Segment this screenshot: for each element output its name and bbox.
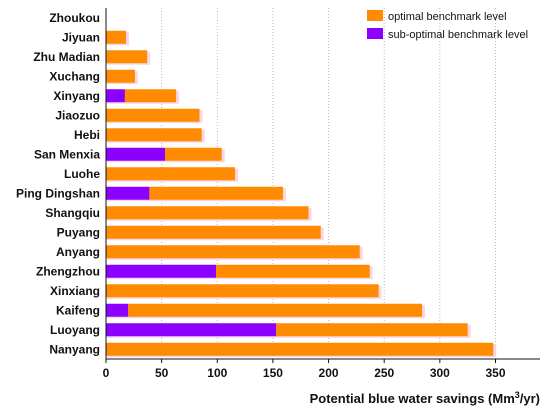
category-label: Shangqiu [45, 206, 100, 220]
category-label: Kaifeng [56, 303, 100, 317]
category-label: Xuchang [49, 69, 100, 83]
bar-optimal [216, 264, 370, 278]
bar-optimal [106, 206, 309, 220]
x-axis: 0 50 100 150 200 250 300 350 [103, 8, 540, 380]
category-label: Zhoukou [49, 11, 100, 25]
bar-suboptimal [106, 186, 150, 200]
bar-optimal [106, 167, 236, 181]
bar-suboptimal [106, 264, 217, 278]
bar-optimal [106, 128, 202, 142]
bar-optimal [149, 186, 283, 200]
x-tick-label: 100 [207, 366, 227, 380]
bar-optimal [106, 69, 135, 83]
legend-swatch [367, 28, 383, 39]
bar-optimal [276, 323, 468, 337]
bar-optimal [106, 225, 321, 239]
x-tick-label: 350 [485, 366, 505, 380]
category-label: Anyang [56, 245, 100, 259]
bar-suboptimal [106, 323, 277, 337]
category-label: Luoyang [50, 323, 100, 337]
bar-suboptimal [106, 303, 129, 317]
category-label: Nanyang [49, 342, 100, 356]
bar-optimal [164, 147, 222, 161]
category-label: Xinxiang [50, 284, 100, 298]
category-label: Jiyuan [62, 30, 100, 44]
x-tick-label: 50 [155, 366, 169, 380]
category-label: Hebi [74, 128, 100, 142]
category-label: Zhengzhou [36, 264, 100, 278]
x-tick-label: 300 [430, 366, 450, 380]
x-tick-label: 0 [103, 366, 110, 380]
category-label: Jiaozuo [55, 108, 100, 122]
category-label: Luohe [64, 167, 100, 181]
category-label: Zhu Madian [33, 50, 100, 64]
x-tick-label: 150 [263, 366, 283, 380]
bar-optimal [128, 303, 423, 317]
bar-optimal [106, 108, 200, 122]
bar-optimal [106, 342, 494, 356]
category-label: Xinyang [53, 89, 100, 103]
category-labels: Zhoukou Jiyuan Zhu Madian Xuchang Xinyang Jia… [16, 11, 100, 357]
bar-optimal [106, 30, 127, 44]
category-label: San Menxia [34, 147, 100, 161]
legend: optimal benchmark level sub-optimal bench… [367, 10, 528, 41]
legend-swatch [367, 10, 383, 21]
category-label: Puyang [57, 225, 100, 239]
bar-suboptimal [106, 147, 165, 161]
bar-suboptimal [106, 89, 125, 103]
x-axis-title: Potential blue water savings (Mm3/yr) [310, 390, 540, 406]
legend-label: optimal benchmark level [388, 11, 507, 23]
legend-label: sub-optimal benchmark level [388, 29, 528, 41]
bar-optimal [106, 284, 379, 298]
x-tick-label: 250 [374, 366, 394, 380]
x-tick-label: 200 [319, 366, 339, 380]
bar-optimal [106, 50, 148, 64]
category-label: Ping Dingshan [16, 186, 100, 200]
bar-optimal [124, 89, 177, 103]
bar-optimal [106, 245, 360, 259]
bars-group [106, 30, 497, 358]
